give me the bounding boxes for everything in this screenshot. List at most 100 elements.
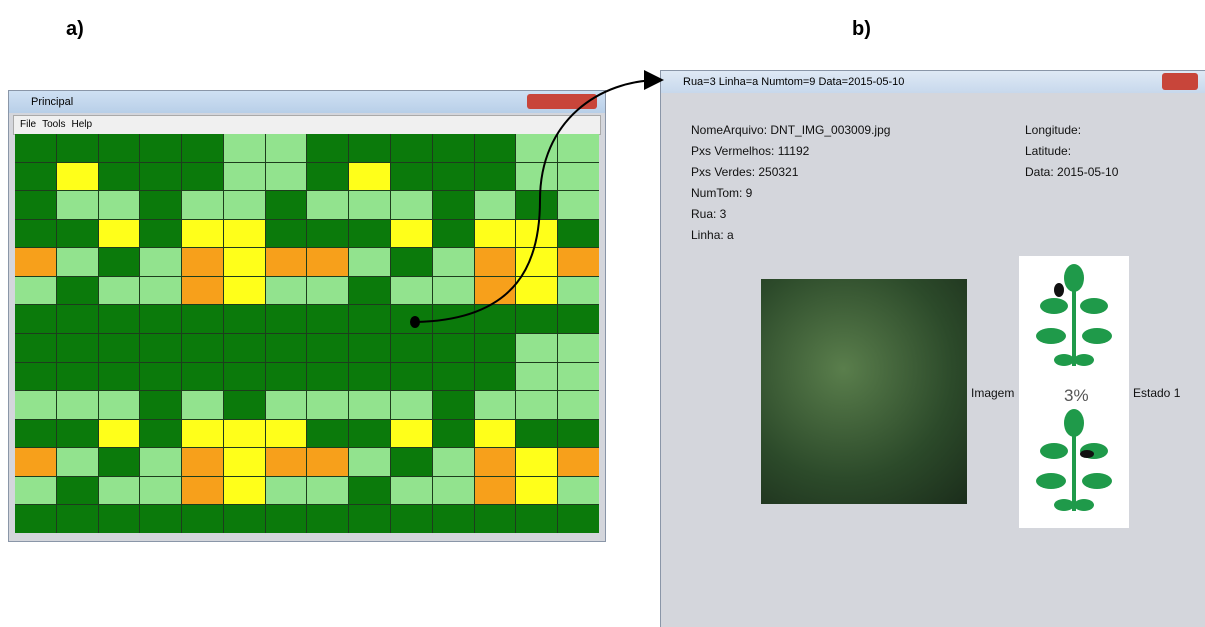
grid-cell[interactable] — [57, 220, 98, 248]
grid-cell[interactable] — [516, 134, 557, 162]
grid-cell[interactable] — [433, 334, 474, 362]
grid-cell[interactable] — [307, 248, 348, 276]
grid-cell[interactable] — [140, 163, 181, 191]
grid-cell[interactable] — [516, 248, 557, 276]
grid-cell[interactable] — [224, 248, 265, 276]
grid-cell[interactable] — [558, 448, 599, 476]
grid-cell[interactable] — [307, 163, 348, 191]
grid-cell[interactable] — [307, 334, 348, 362]
grid-cell[interactable] — [99, 448, 140, 476]
grid-cell[interactable] — [558, 305, 599, 333]
grid-cell[interactable] — [475, 334, 516, 362]
grid-cell[interactable] — [15, 448, 56, 476]
grid-cell[interactable] — [182, 477, 223, 505]
grid-cell[interactable] — [349, 305, 390, 333]
grid-cell[interactable] — [391, 305, 432, 333]
grid-cell[interactable] — [140, 277, 181, 305]
grid-cell[interactable] — [391, 134, 432, 162]
grid-cell[interactable] — [433, 420, 474, 448]
grid-cell[interactable] — [57, 448, 98, 476]
grid-cell[interactable] — [391, 163, 432, 191]
grid-cell[interactable] — [558, 163, 599, 191]
grid-cell[interactable] — [57, 477, 98, 505]
grid-cell[interactable] — [182, 305, 223, 333]
close-button[interactable] — [1162, 73, 1198, 90]
grid-cell[interactable] — [182, 248, 223, 276]
grid-cell[interactable] — [57, 334, 98, 362]
grid-cell[interactable] — [475, 220, 516, 248]
grid-cell[interactable] — [558, 334, 599, 362]
grid-cell[interactable] — [182, 220, 223, 248]
grid-cell[interactable] — [307, 505, 348, 533]
grid-cell[interactable] — [433, 505, 474, 533]
grid-cell[interactable] — [475, 391, 516, 419]
grid-cell[interactable] — [475, 420, 516, 448]
grid-cell[interactable] — [558, 191, 599, 219]
grid-cell[interactable] — [266, 505, 307, 533]
grid-cell[interactable] — [15, 220, 56, 248]
grid-cell[interactable] — [57, 248, 98, 276]
grid-cell[interactable] — [140, 420, 181, 448]
grid-cell[interactable] — [224, 391, 265, 419]
grid-cell[interactable] — [57, 505, 98, 533]
grid-cell[interactable] — [349, 191, 390, 219]
grid-cell[interactable] — [516, 305, 557, 333]
grid-cell[interactable] — [516, 505, 557, 533]
grid-cell[interactable] — [475, 477, 516, 505]
grid-cell[interactable] — [57, 134, 98, 162]
grid-cell[interactable] — [391, 248, 432, 276]
grid-cell[interactable] — [433, 448, 474, 476]
grid-cell[interactable] — [99, 420, 140, 448]
grid-cell[interactable] — [349, 505, 390, 533]
grid-cell[interactable] — [475, 505, 516, 533]
grid-cell[interactable] — [433, 477, 474, 505]
grid-cell[interactable] — [433, 220, 474, 248]
grid-cell[interactable] — [99, 277, 140, 305]
grid-cell[interactable] — [558, 220, 599, 248]
grid-cell[interactable] — [15, 363, 56, 391]
grid-cell[interactable] — [224, 448, 265, 476]
grid-cell[interactable] — [349, 220, 390, 248]
grid-cell[interactable] — [349, 363, 390, 391]
grid-cell[interactable] — [516, 277, 557, 305]
grid-cell[interactable] — [15, 334, 56, 362]
grid-cell[interactable] — [224, 505, 265, 533]
grid-cell[interactable] — [224, 334, 265, 362]
grid-cell[interactable] — [140, 220, 181, 248]
grid-cell[interactable] — [266, 391, 307, 419]
grid-cell[interactable] — [99, 134, 140, 162]
grid-cell[interactable] — [266, 277, 307, 305]
grid-cell[interactable] — [307, 448, 348, 476]
grid-cell[interactable] — [140, 391, 181, 419]
grid-cell[interactable] — [475, 305, 516, 333]
grid-cell[interactable] — [182, 420, 223, 448]
grid-cell[interactable] — [349, 134, 390, 162]
grid-cell[interactable] — [349, 163, 390, 191]
grid-cell[interactable] — [224, 420, 265, 448]
grid-cell[interactable] — [224, 191, 265, 219]
grid-cell[interactable] — [140, 248, 181, 276]
grid-cell[interactable] — [182, 363, 223, 391]
grid-cell[interactable] — [99, 191, 140, 219]
grid-cell[interactable] — [475, 363, 516, 391]
grid-cell[interactable] — [140, 477, 181, 505]
grid-cell[interactable] — [224, 163, 265, 191]
grid-cell[interactable] — [57, 191, 98, 219]
grid-cell[interactable] — [307, 477, 348, 505]
grid-cell[interactable] — [57, 420, 98, 448]
grid-cell[interactable] — [266, 220, 307, 248]
grid-cell[interactable] — [516, 334, 557, 362]
grid-cell[interactable] — [182, 505, 223, 533]
grid-cell[interactable] — [182, 163, 223, 191]
grid-cell[interactable] — [391, 505, 432, 533]
grid-cell[interactable] — [266, 477, 307, 505]
grid-cell[interactable] — [15, 134, 56, 162]
grid-cell[interactable] — [15, 477, 56, 505]
grid-cell[interactable] — [182, 334, 223, 362]
grid-cell[interactable] — [307, 134, 348, 162]
grid-cell[interactable] — [475, 191, 516, 219]
grid-cell[interactable] — [391, 477, 432, 505]
grid-cell[interactable] — [307, 391, 348, 419]
grid-cell[interactable] — [475, 277, 516, 305]
grid-cell[interactable] — [99, 477, 140, 505]
